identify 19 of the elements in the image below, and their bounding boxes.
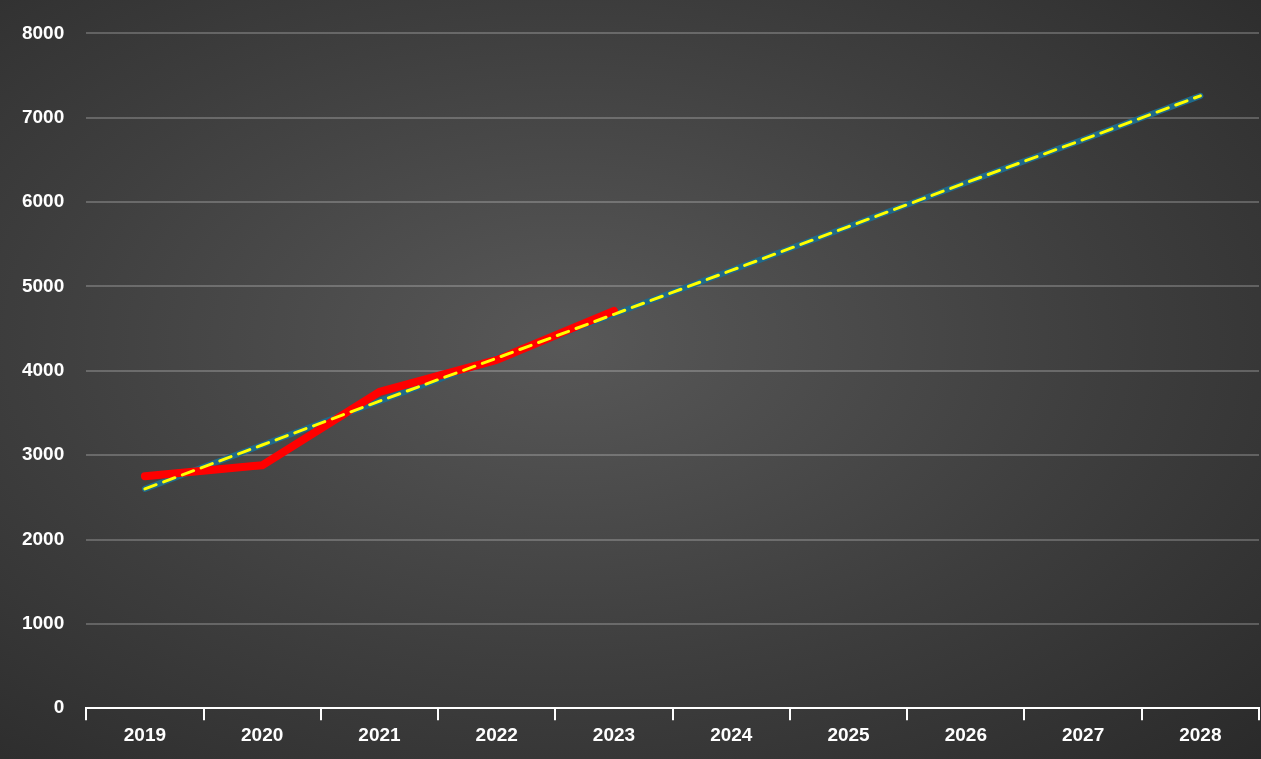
y-tick-label: 1000	[21, 612, 65, 634]
y-tick-label: 8000	[21, 21, 65, 43]
x-tick-label: 2022	[475, 723, 518, 745]
x-tick-label: 2028	[1179, 723, 1222, 745]
x-tick-label: 2025	[827, 723, 871, 745]
y-tick-label: 7000	[21, 105, 65, 127]
y-tick-label: 5000	[21, 274, 65, 296]
y-tick-label: 4000	[21, 359, 65, 381]
y-tick-label: 3000	[21, 443, 65, 465]
x-tick-label: 2023	[592, 723, 636, 745]
y-tick-label: 2000	[21, 527, 65, 549]
y-tick-label: 6000	[21, 190, 65, 212]
x-tick-label: 2019	[123, 723, 167, 745]
x-tick-label: 2021	[358, 723, 402, 745]
x-tick-label: 2027	[1061, 723, 1105, 745]
x-tick-label: 2026	[944, 723, 987, 745]
y-tick-label: 0	[53, 696, 65, 718]
x-tick-label: 2020	[241, 723, 284, 745]
x-tick-label: 2024	[710, 723, 753, 745]
